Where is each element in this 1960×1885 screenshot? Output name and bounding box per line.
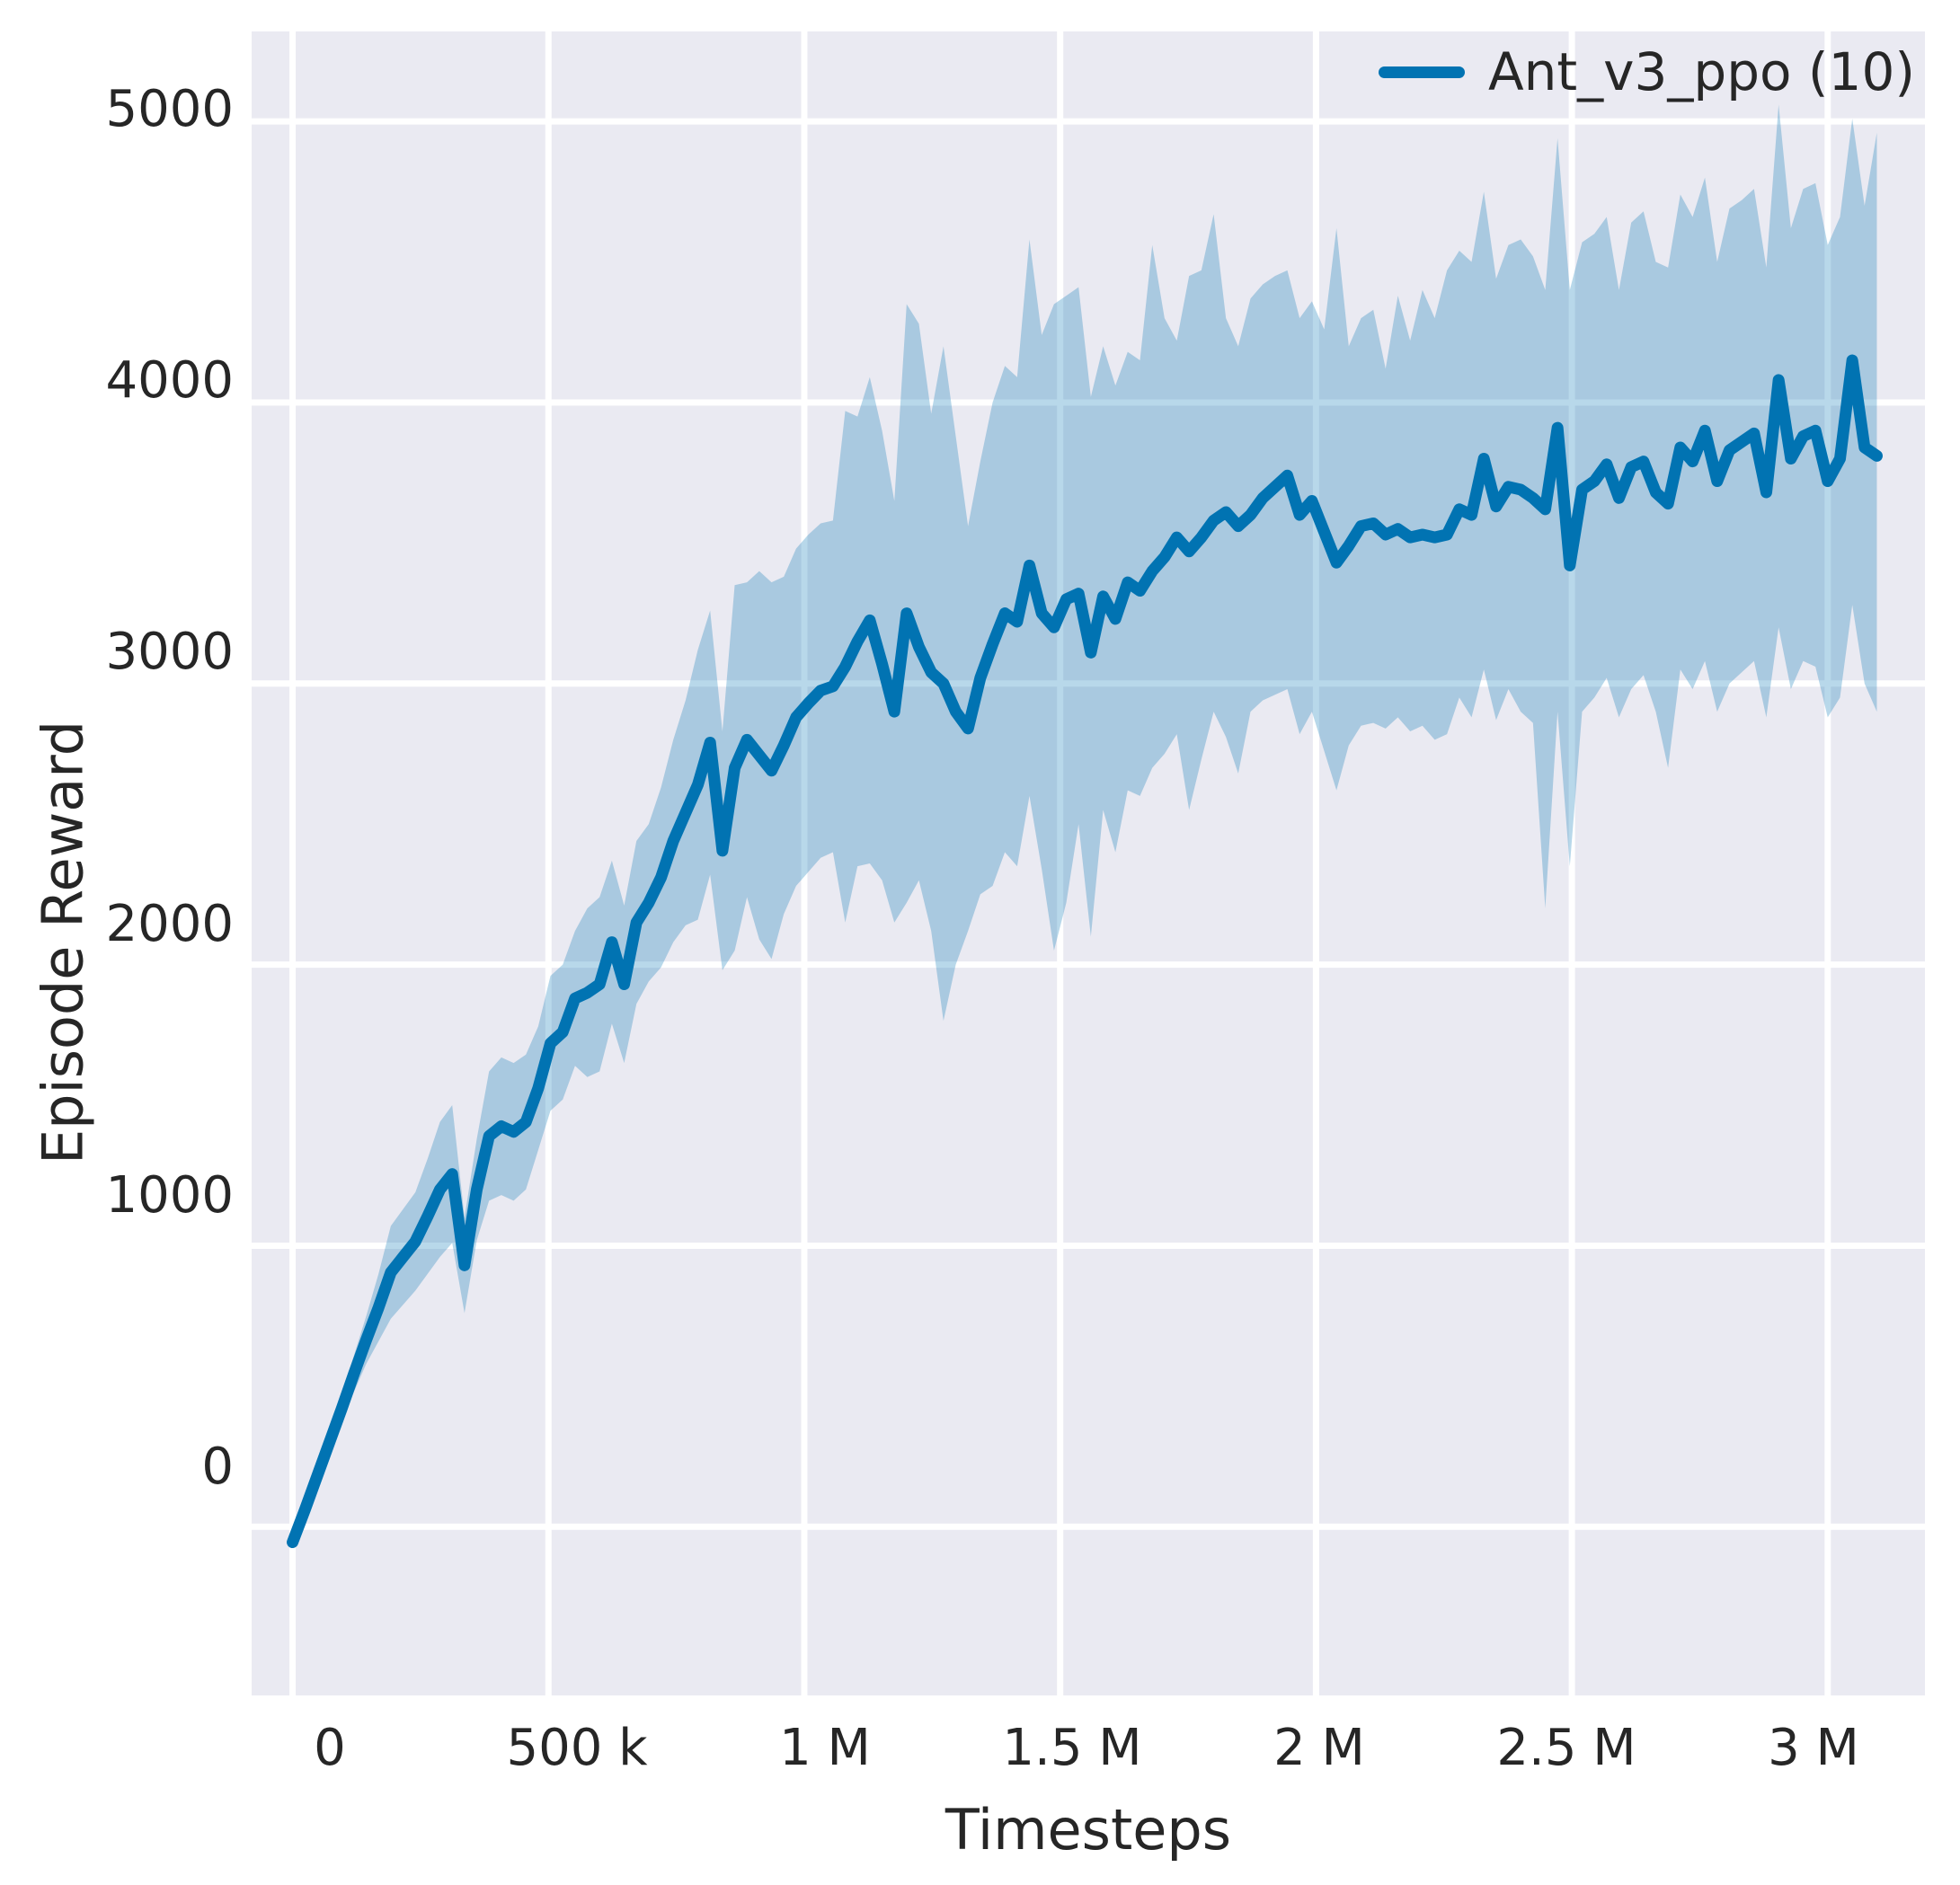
x-tick-label: 1 M xyxy=(779,1719,871,1777)
x-axis-title: Timesteps xyxy=(945,1797,1232,1863)
y-tick-label: 3000 xyxy=(105,623,234,681)
legend: Ant_v3_ppo (10) xyxy=(1370,34,1924,110)
mean-line xyxy=(287,354,1883,1548)
x-tick-label: 2.5 M xyxy=(1496,1719,1636,1777)
y-tick-label: 0 xyxy=(201,1438,234,1496)
y-tick-label: 2000 xyxy=(105,895,234,953)
x-tick-label: 2 M xyxy=(1273,1719,1365,1777)
legend-color-swatch xyxy=(1378,66,1465,78)
chart-canvas xyxy=(252,31,1925,1695)
x-tick-label: 3 M xyxy=(1768,1719,1859,1777)
plot-area xyxy=(252,31,1925,1695)
legend-entry-label: Ant_v3_ppo (10) xyxy=(1487,41,1915,102)
x-tick-label: 500 k xyxy=(506,1719,648,1777)
grid-lines xyxy=(252,31,1925,1695)
y-tick-label: 5000 xyxy=(105,80,234,138)
confidence-band xyxy=(292,104,1877,1547)
y-tick-label: 1000 xyxy=(105,1166,234,1225)
x-tick-label: 0 xyxy=(314,1719,346,1777)
y-tick-label: 4000 xyxy=(105,351,234,410)
x-tick-label: 1.5 M xyxy=(1002,1719,1142,1777)
y-axis-title: Episode Reward xyxy=(30,720,96,1165)
